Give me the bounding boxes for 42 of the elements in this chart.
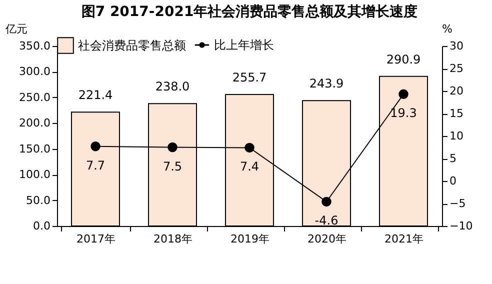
x-tick-label: 2020年 [308, 232, 346, 246]
data-label: 243.9 [309, 76, 344, 91]
y2-tick-label: 15 [450, 107, 464, 120]
y2-axis-title: % [442, 22, 452, 36]
x-tick-label: 2021年 [384, 232, 424, 246]
y-tick-label: 0.0 [33, 220, 50, 232]
data-label: 7.5 [162, 159, 182, 174]
point [168, 142, 178, 152]
point [322, 196, 332, 207]
data-label: 238.0 [155, 80, 190, 94]
y2-tick-label: −5 [450, 197, 466, 210]
x-tick-label: 2019年 [230, 232, 270, 246]
y2-tick-label: 20 [450, 84, 464, 98]
legend-label: 比上年增长 [214, 38, 274, 52]
y2-tick-label: −10 [450, 220, 473, 232]
data-label: 19.3 [390, 106, 417, 120]
y-tick-label: 50.0 [26, 194, 50, 207]
y2-tick-label: 0 [450, 174, 456, 188]
data-label: 221.4 [78, 88, 113, 102]
data-label: -4.6 [314, 214, 338, 228]
y-tick-label: 100.0 [19, 168, 50, 182]
point [244, 142, 254, 153]
data-label: 7.4 [240, 160, 260, 174]
y2-tick-label: 5 [450, 152, 456, 165]
data-label: 290.9 [386, 52, 421, 66]
legend-label: 社会消费品零售总额 [78, 38, 186, 52]
y-tick-label: 150.0 [19, 142, 50, 156]
y2-tick-label: 10 [450, 130, 464, 142]
x-tick-label: 2018年 [154, 232, 192, 246]
y-tick-label: 300.0 [19, 65, 50, 78]
y-tick-label: 250.0 [19, 90, 50, 104]
x-tick-label: 2017年 [76, 232, 116, 246]
y2-tick-label: 25 [450, 62, 464, 75]
point [90, 141, 100, 152]
chart-title: 图7 2017-2021年社会消费品零售总额及其增长速度 [81, 3, 418, 20]
data-label: 7.7 [86, 158, 106, 172]
point [398, 89, 408, 100]
y-tick-label: 350.0 [19, 40, 50, 52]
y2-tick-label: 30 [450, 40, 464, 52]
data-label: 255.7 [232, 70, 267, 84]
y-axis-title: 亿元 [4, 22, 28, 36]
y-tick-label: 200.0 [19, 116, 50, 130]
